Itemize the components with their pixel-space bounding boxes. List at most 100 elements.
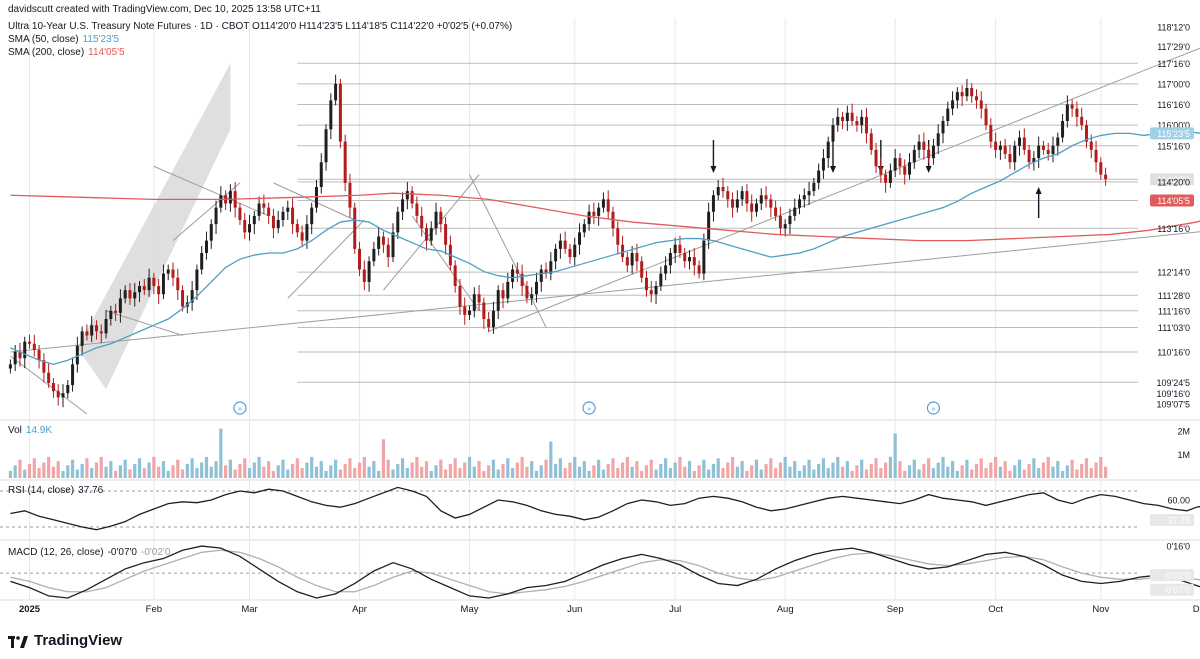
volume-bar [257,456,261,478]
volume-bar [90,468,94,478]
sma200-legend[interactable]: SMA (200, close) 114'05'5 [8,46,125,59]
volume-bar [950,461,955,478]
volume-bar [271,470,276,478]
volume-bar [224,465,228,478]
tradingview-logo[interactable]: TradingView [8,632,122,649]
rsi-legend[interactable]: RSI (14, close) 37.76 [8,484,103,497]
events-icon [582,401,596,415]
volume-bar [979,458,983,478]
volume-bar [845,461,849,478]
volume-bar [774,468,778,478]
volume-bar [644,465,649,478]
candle-body [353,207,357,249]
sma50-legend[interactable]: SMA (50, close) 115'23'5 [8,33,119,46]
volume-bar [94,462,99,478]
volume-bar [821,458,826,478]
volume-bar [472,466,476,478]
candle-body [951,100,955,109]
volume-bar [353,468,357,478]
volume-bar [884,462,888,478]
time-tick-label: Apr [352,604,367,615]
candle-body [826,141,830,159]
volume-bar [735,466,739,478]
candle-body [1018,137,1022,146]
volume-bar [118,465,122,478]
rsi-line [10,486,1200,531]
macd-signal-line [10,549,1200,595]
candle-body [817,170,821,183]
events-icon-glyph: » [238,406,242,413]
volume-bar [558,458,562,478]
volume-pane [8,428,1108,478]
candle-body [367,261,371,282]
volume-bar [750,465,754,478]
candle-body [640,261,644,278]
volume-bar [200,462,204,478]
candle-body [955,92,959,101]
candle-body [750,203,754,212]
candle-body [616,228,620,245]
macd-legend[interactable]: MACD (12, 26, close) -0'07'0 -0'02'0 [8,546,170,559]
volume-bar [51,466,56,478]
volume-bar [544,459,548,478]
sma50-label: SMA (50, close) [8,34,79,45]
volume-bar [314,466,319,478]
candle-body [688,257,692,262]
macd-tick-label-bg [1150,569,1194,582]
volume-legend[interactable]: Vol 14.9K [8,424,52,437]
candle-body [534,281,538,295]
candle-body [386,244,390,258]
candle-body [860,116,864,126]
candle-body [984,108,988,126]
candle-body [248,224,252,233]
candle-body [659,273,663,286]
volume-bar [802,465,806,478]
volume-bar [70,459,75,478]
volume-bar [190,458,194,478]
tradingview-logo-icon [8,635,28,648]
volume-bar [386,459,390,478]
sma50-axis-label: 115'23'5 [1157,129,1190,139]
volume-bar [300,468,304,478]
volume-bar [611,458,615,478]
volume-bar [683,466,687,478]
candle-body [434,211,438,229]
volume-bar [730,456,735,478]
volume-bar [1013,465,1017,478]
volume-bar [99,456,103,478]
volume-bar [61,470,65,478]
candle-body [630,253,634,266]
candle-body [711,195,715,212]
volume-bar [664,458,668,478]
price-axis: 118'12'0 117'29'0 117'16'0 117'00'0 116'16'0… [1150,23,1194,596]
logo-text: TradingView [34,632,123,649]
drawings-layer: »»»» [10,47,1200,415]
symbol-line[interactable]: Ultra 10-Year U.S. Treasury Note Futures… [8,21,513,32]
volume-bar [630,466,634,478]
price-tick-label: 115'16'0 [1157,141,1190,151]
candle-body [463,306,467,315]
volume-bar [319,461,323,478]
candle-body [644,277,648,291]
candle-body [664,265,668,274]
macd-title: MACD (12, 26, close) [8,547,104,558]
candle-body [300,232,304,241]
time-tick-label: Aug [777,604,794,615]
price-tick-label: 116'00'0 [1157,121,1190,131]
candle-body [965,88,969,97]
down-arrow-head [925,166,932,173]
volume-bar [998,466,1002,478]
trendline [469,174,547,328]
volume-bar [281,459,285,478]
volume-bar [994,456,998,478]
volume-bar [23,469,27,478]
volume-bar [290,463,295,478]
volume-tick-label: 1M [1177,450,1190,460]
candle-body [157,286,161,295]
candle-body [176,277,180,291]
volume-bar [506,458,510,478]
candle-body [324,129,328,163]
volume-bar [477,461,481,478]
volume-bar [711,463,716,478]
